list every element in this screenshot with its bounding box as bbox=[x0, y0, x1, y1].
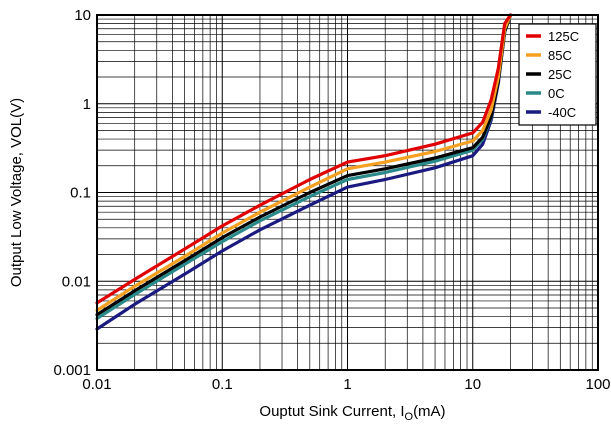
plot-frame bbox=[96, 14, 599, 371]
x-tick-labels: 0.01 0.1 1 10 100 bbox=[82, 376, 610, 393]
x-tick-label: 100 bbox=[585, 376, 610, 393]
y-axis-label: Output Low Voltage, VOL(V) bbox=[8, 98, 25, 287]
y-tick-label: 0.1 bbox=[70, 185, 91, 202]
series-line-125c bbox=[95, 13, 513, 305]
y-tick-label: 10 bbox=[74, 7, 91, 24]
y-tick-label: 0.001 bbox=[53, 362, 91, 379]
x-tick-label: 10 bbox=[464, 376, 481, 393]
legend-entry-label: 85C bbox=[548, 48, 572, 63]
legend-entry-label: -40C bbox=[548, 105, 576, 120]
y-tick-labels: 0.001 0.01 0.1 1 10 bbox=[53, 7, 91, 379]
x-axis-label-suffix: (mA) bbox=[413, 403, 446, 420]
x-axis-label-subscript: O bbox=[405, 411, 414, 423]
y-tick-label: 1 bbox=[83, 96, 91, 113]
series-lines bbox=[95, 13, 513, 331]
legend-entry-label: 0C bbox=[548, 86, 565, 101]
legend-entry-label: 125C bbox=[548, 29, 579, 44]
legend: 125C 85C 25C 0C -40C bbox=[518, 23, 597, 126]
x-axis-label-prefix: Ouptut Sink Current, I bbox=[259, 403, 404, 420]
x-tick-label: 0.01 bbox=[82, 376, 111, 393]
x-tick-label: 1 bbox=[343, 376, 351, 393]
y-tick-label: 0.01 bbox=[62, 273, 91, 290]
series-line-40c bbox=[95, 13, 513, 331]
series-line-85c bbox=[95, 13, 513, 312]
x-axis-label: Ouptut Sink Current, IO(mA) bbox=[259, 403, 445, 423]
x-tick-label: 0.1 bbox=[212, 376, 233, 393]
legend-entry-label: 25C bbox=[548, 67, 572, 82]
